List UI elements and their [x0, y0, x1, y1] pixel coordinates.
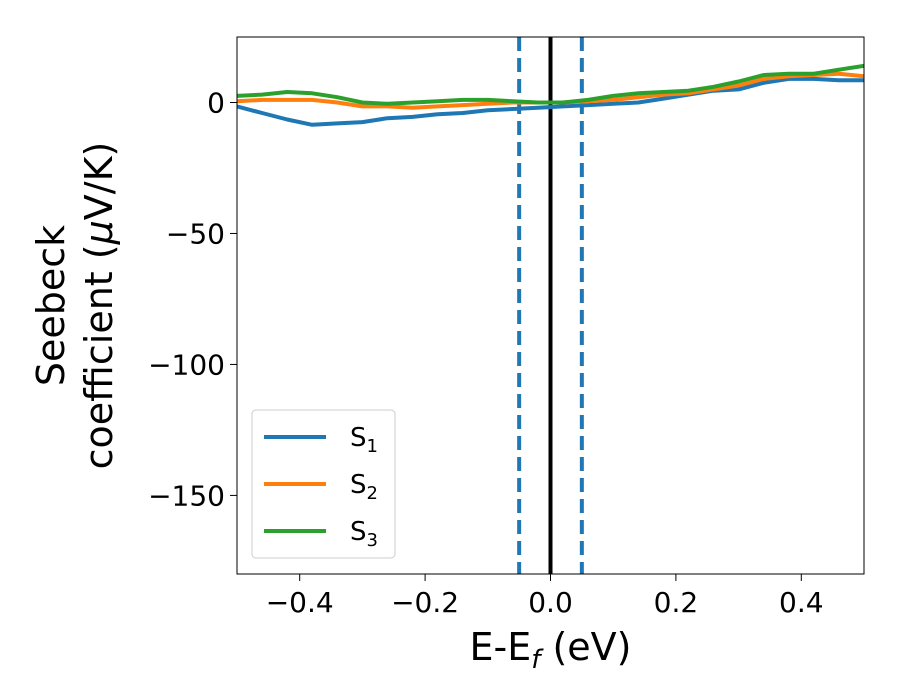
y-tick-label: −100	[148, 348, 225, 381]
series-line-s3	[237, 63, 864, 106]
series-lines	[237, 63, 864, 127]
y-axis-title-mu: μ	[77, 220, 121, 245]
y-tick-label: 0	[207, 86, 225, 119]
x-axis-title-main: E-E	[470, 625, 532, 669]
x-tick-label: 0.2	[654, 586, 699, 619]
legend-label-s1: S1	[350, 423, 378, 457]
y-tick-label: −150	[148, 479, 225, 512]
legend-label-s2: S2	[350, 470, 378, 504]
legend-label-s3: S3	[350, 517, 378, 551]
series-line-s1	[237, 76, 864, 127]
x-tick-label: 0.4	[779, 586, 824, 619]
y-axis-title-line1: Seebeck	[29, 225, 73, 386]
x-axis-title-unit: (eV)	[540, 625, 631, 669]
reference-lines	[517, 37, 584, 574]
legend: S1 S2 S3	[251, 409, 396, 559]
x-tick-label: −0.4	[266, 586, 334, 619]
y-tick-label: −50	[166, 217, 225, 250]
x-tick-label: −0.2	[391, 586, 459, 619]
y-axis-title-line2-b: V/K)	[77, 142, 121, 221]
x-axis-ticks: −0.4 −0.2 0.0 0.2 0.4	[266, 574, 824, 619]
x-tick-label: 0.0	[528, 586, 573, 619]
y-axis-title-line2-a: coefficient (	[77, 244, 121, 469]
y-axis-ticks: 0 −50 −100 −150	[148, 86, 237, 512]
y-axis-title-line2: coefficient (μV/K)	[77, 142, 121, 470]
x-axis-title: E-Ef (eV)	[470, 625, 632, 675]
